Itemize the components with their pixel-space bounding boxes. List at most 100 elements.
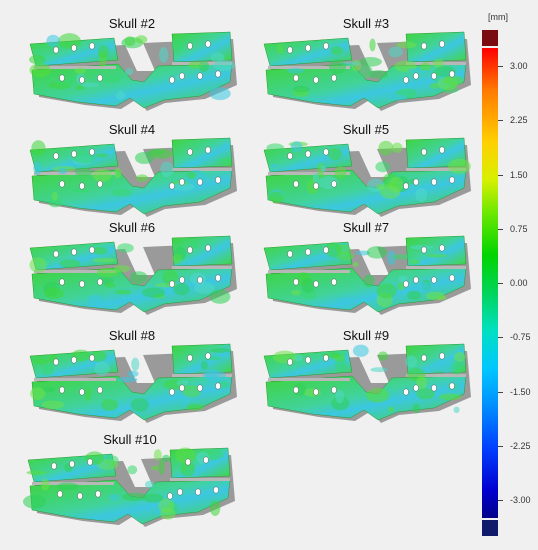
plate-slot: [172, 266, 232, 269]
deviation-patch: [391, 254, 412, 260]
deviation-patch: [130, 398, 149, 412]
colorbar-tick-label: -2.25: [510, 440, 531, 451]
skull-panel-8: Skull #8: [22, 328, 242, 428]
deviation-patch: [153, 449, 162, 461]
deviation-patch: [135, 35, 148, 44]
screw-hole: [89, 148, 95, 156]
deviation-patch: [205, 369, 226, 384]
deviation-patch: [149, 148, 173, 159]
colorbar-tick-mark: [498, 391, 503, 393]
screw-hole: [197, 72, 203, 80]
screw-hole: [403, 388, 409, 396]
screw-hole: [69, 460, 75, 468]
screw-hole: [87, 458, 93, 466]
skull-label: Skull #2: [108, 16, 156, 31]
deviation-patch: [160, 507, 176, 520]
deviation-patch: [41, 400, 64, 410]
deviation-patch: [290, 141, 303, 153]
deviation-patch: [387, 250, 396, 265]
deviation-patch: [181, 385, 202, 398]
screw-hole: [287, 152, 293, 160]
deviation-patch: [191, 239, 199, 249]
screw-hole: [205, 40, 211, 48]
screw-hole: [287, 46, 293, 54]
screw-hole: [79, 280, 85, 288]
screw-hole: [79, 182, 85, 190]
colorbar-tick-mark: [498, 445, 503, 447]
screw-hole: [431, 72, 437, 80]
deviation-patch: [144, 480, 155, 489]
screw-hole: [413, 178, 419, 186]
screw-hole: [439, 244, 445, 252]
screw-hole: [403, 76, 409, 84]
deviation-patch: [180, 461, 196, 477]
deviation-patch: [213, 59, 236, 71]
deviation-patch: [105, 282, 116, 288]
screw-hole: [59, 180, 65, 188]
deviation-patch: [412, 403, 421, 414]
screw-hole: [185, 458, 191, 466]
screw-hole: [169, 76, 175, 84]
deviation-patch: [172, 253, 183, 264]
deviation-patch: [375, 161, 390, 173]
screw-hole: [205, 244, 211, 252]
skull-surface-map: [23, 447, 235, 527]
colorbar-max-cap: [482, 30, 498, 46]
screw-hole: [413, 276, 419, 284]
skull-panel-9: Skull #9: [256, 328, 476, 428]
skull-surface-map: [263, 343, 471, 423]
screw-hole: [57, 490, 63, 498]
skull-right-wing: [405, 31, 467, 63]
deviation-patch: [266, 143, 285, 152]
deviation-patch: [363, 274, 375, 288]
deviation-patch: [158, 459, 165, 475]
deviation-patch: [176, 380, 189, 386]
deviation-patch: [113, 167, 122, 179]
screw-hole: [53, 46, 59, 54]
screw-hole: [95, 490, 101, 498]
screw-hole: [71, 150, 77, 158]
plate-slot: [34, 172, 116, 175]
deviation-patch: [75, 85, 85, 91]
screw-hole: [323, 42, 329, 50]
skull-label: Skull #6: [108, 220, 156, 235]
skull-panel-5: Skull #5: [256, 122, 476, 222]
screw-hole: [421, 354, 427, 362]
deviation-patch: [109, 493, 120, 502]
colorbar-tick-mark: [498, 283, 503, 284]
screw-hole: [403, 182, 409, 190]
deviation-patch: [29, 63, 51, 78]
deviation-patch: [397, 282, 405, 291]
screw-hole: [439, 146, 445, 154]
deviation-patch: [420, 62, 431, 71]
colorbar-tick-mark: [498, 500, 503, 501]
deviation-patch: [451, 361, 463, 375]
deviation-patch: [101, 75, 121, 83]
deviation-patch: [209, 500, 221, 517]
deviation-patch: [294, 354, 303, 362]
screw-hole: [179, 384, 185, 392]
screw-hole: [323, 354, 329, 362]
deviation-patch: [71, 188, 90, 193]
deviation-patch: [291, 289, 301, 296]
deviation-patch: [113, 265, 131, 273]
colorbar-tick-label: 0.00: [510, 278, 528, 288]
screw-hole: [187, 148, 193, 156]
screw-hole: [287, 250, 293, 258]
screw-hole: [439, 352, 445, 360]
screw-hole: [169, 280, 175, 288]
screw-hole: [403, 280, 409, 288]
colorbar-tick-mark: [498, 228, 503, 230]
colorbar-tick-label: 3.00: [510, 61, 528, 71]
screw-hole: [205, 146, 211, 154]
screw-hole: [421, 42, 427, 50]
deviation-patch: [391, 142, 403, 154]
deviation-patch: [111, 188, 133, 197]
screw-hole: [313, 76, 319, 84]
screw-hole: [53, 358, 59, 366]
plate-slot: [172, 168, 232, 171]
screw-hole: [323, 246, 329, 254]
plate-slot: [34, 270, 116, 273]
deviation-patch: [44, 287, 65, 300]
screw-hole: [195, 488, 201, 496]
